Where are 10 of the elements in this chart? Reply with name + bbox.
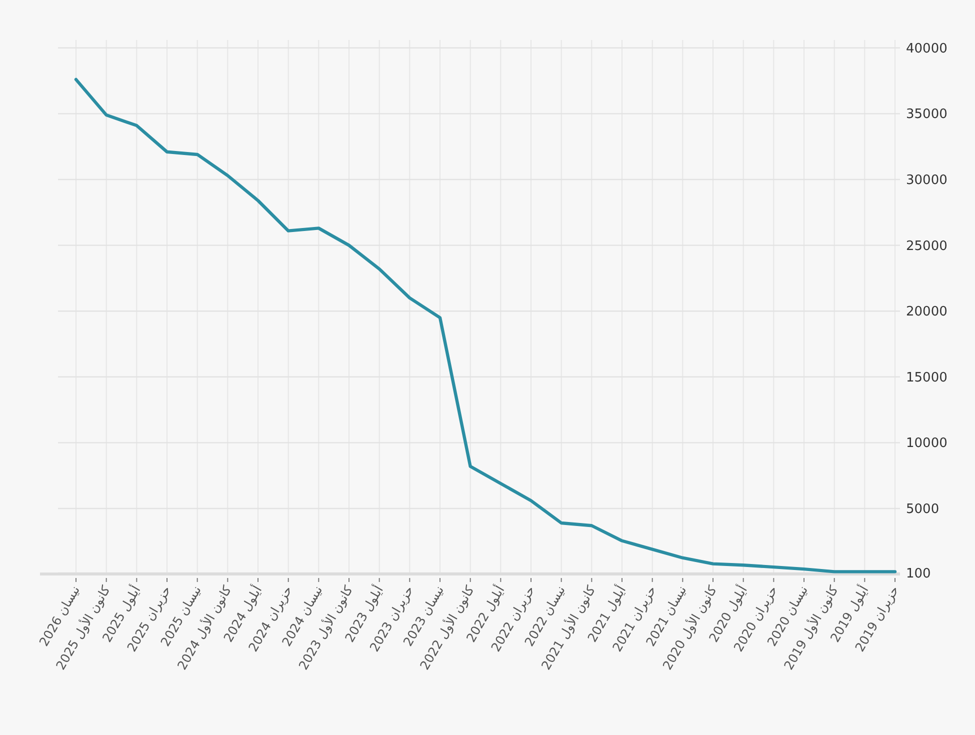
y-tick-label: 10000 — [906, 436, 948, 452]
y-tick-label: 5000 — [906, 502, 940, 518]
y-tick-label: 15000 — [906, 370, 948, 386]
y-tick-label: 35000 — [906, 107, 948, 122]
line-series — [74, 78, 897, 574]
y-tick-label: 25000 — [906, 238, 948, 254]
y-tick-label: 20000 — [906, 304, 948, 320]
y-tick-label: 40000 — [906, 41, 948, 56]
y-tick-label: 30000 — [906, 173, 948, 188]
y-tick-label: 100 — [906, 566, 931, 582]
